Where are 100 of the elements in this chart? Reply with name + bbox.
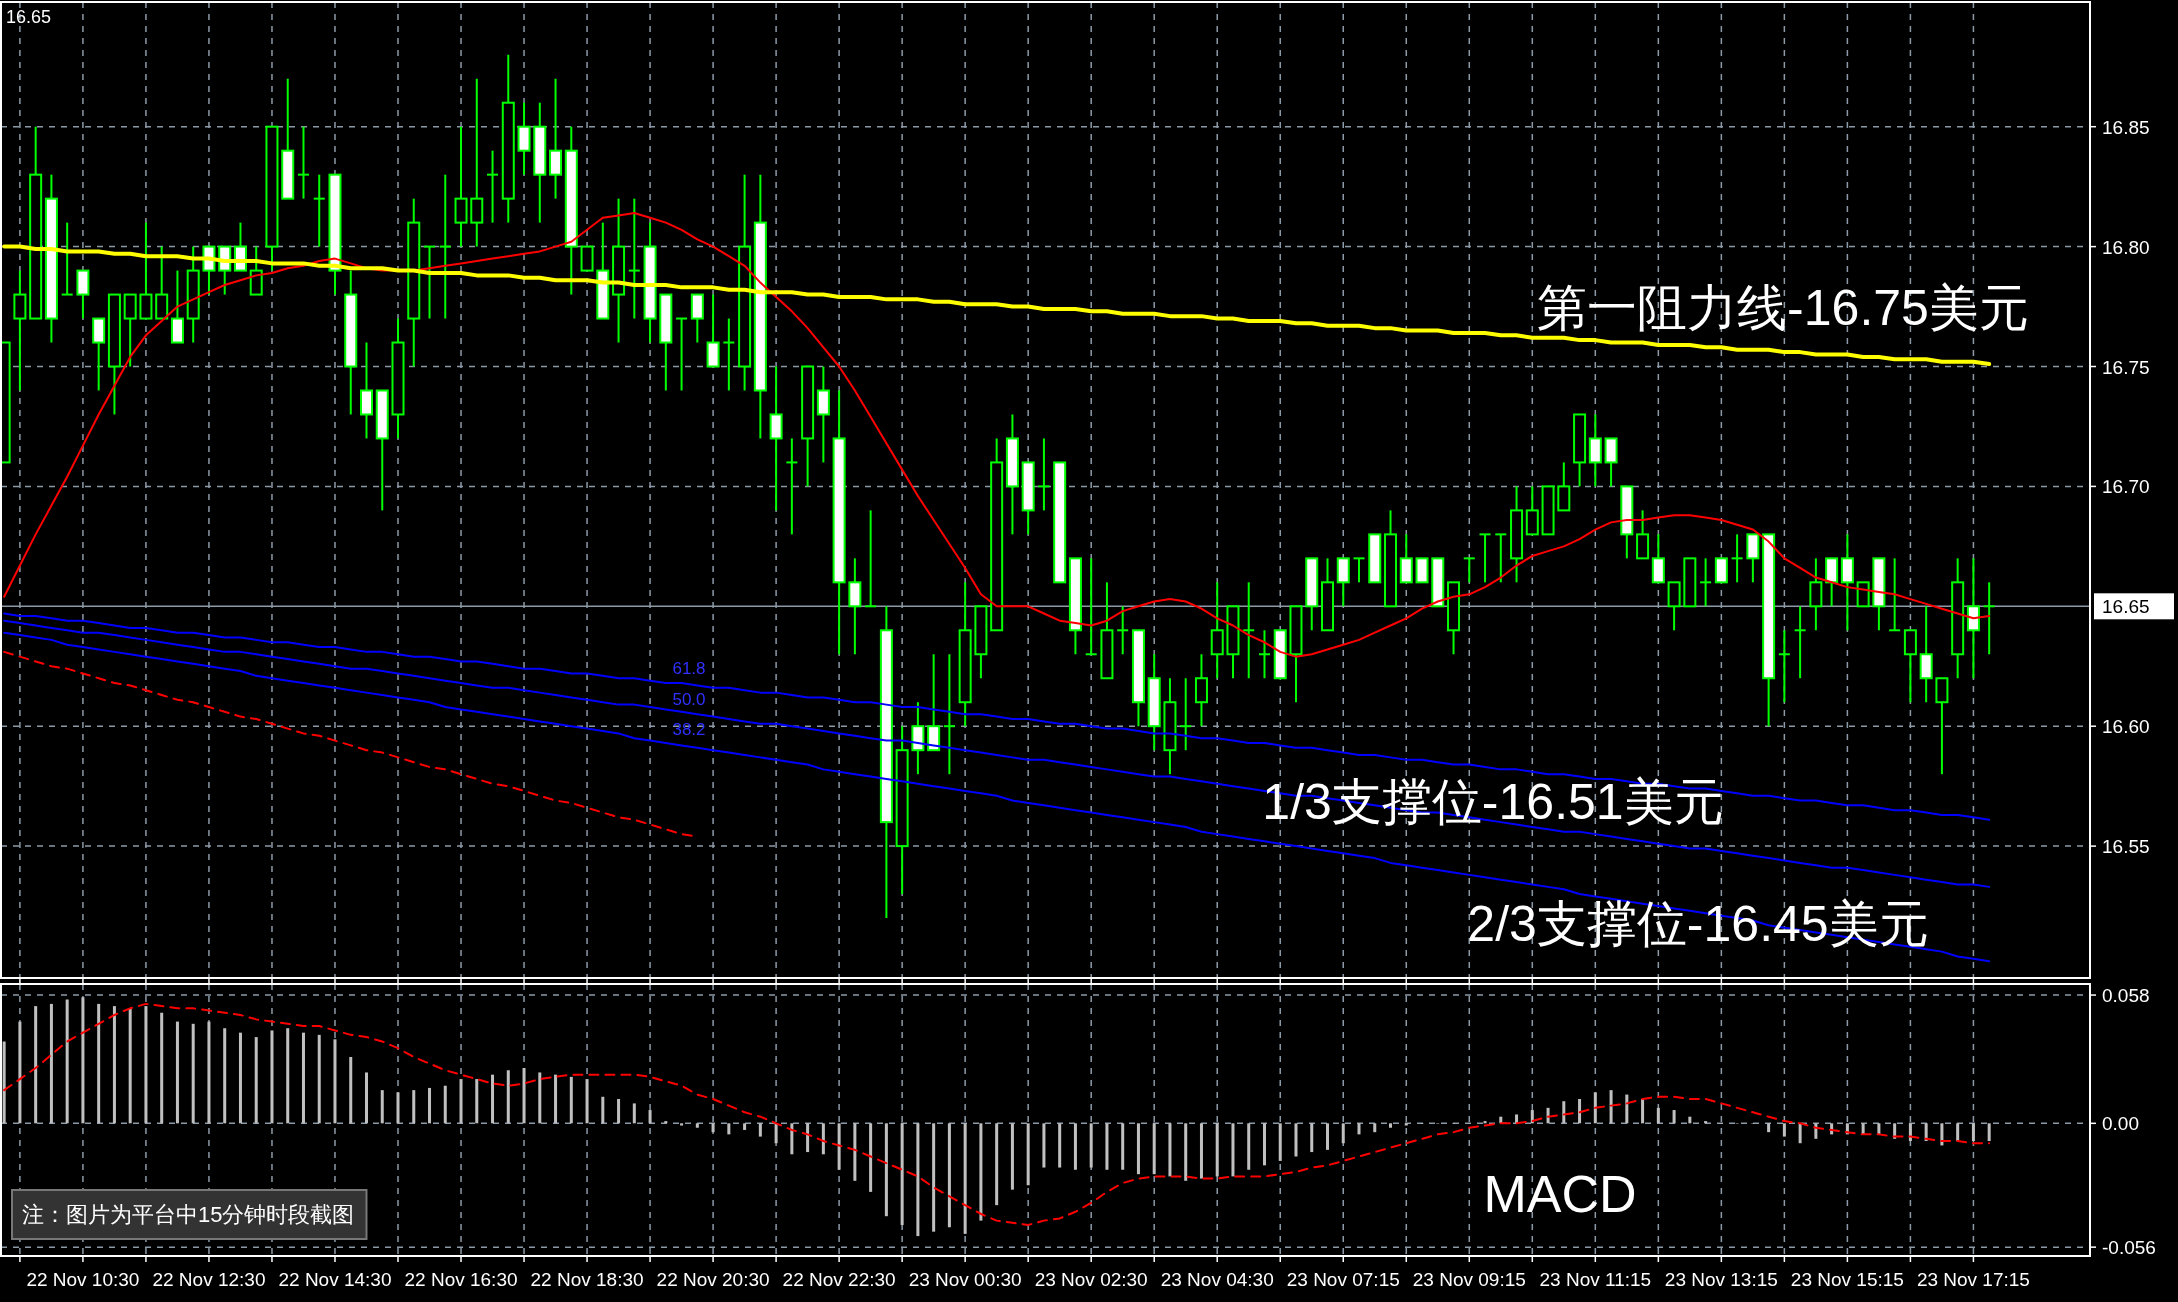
bar xyxy=(459,1079,463,1124)
x-tick-label: 23 Nov 04:30 xyxy=(1160,1269,1274,1290)
bar xyxy=(1562,1101,1566,1124)
x-tick-label: 23 Nov 00:30 xyxy=(908,1269,1022,1290)
bar xyxy=(81,997,85,1124)
candlestick xyxy=(1903,629,1917,704)
bar xyxy=(1956,1123,1960,1142)
bar xyxy=(1357,1123,1361,1135)
candlestick xyxy=(1793,605,1807,680)
bar xyxy=(317,1034,321,1124)
bar xyxy=(1105,1123,1109,1170)
candlestick xyxy=(454,125,468,248)
candlestick xyxy=(1588,413,1602,488)
bar xyxy=(1782,1123,1786,1137)
bar xyxy=(806,1123,810,1153)
y-tick-label: 0.058 xyxy=(2102,985,2150,1007)
candlestick xyxy=(1919,605,1933,704)
candlestick xyxy=(1257,629,1271,680)
bar xyxy=(554,1074,558,1124)
x-tick-label: 22 Nov 14:30 xyxy=(278,1269,392,1290)
bar xyxy=(727,1123,731,1135)
bar xyxy=(916,1123,920,1237)
candlestick xyxy=(1494,533,1508,584)
candlestick xyxy=(1557,461,1571,512)
bar xyxy=(1971,1123,1975,1142)
bar xyxy=(18,1021,22,1124)
candlestick xyxy=(1966,557,1980,680)
bar xyxy=(1199,1123,1203,1179)
candlestick xyxy=(911,701,925,776)
line-series xyxy=(3,631,1991,963)
x-tick-label: 23 Nov 09:15 xyxy=(1412,1269,1526,1290)
bar xyxy=(758,1123,762,1137)
bar xyxy=(853,1123,857,1181)
bar xyxy=(412,1090,416,1124)
bar xyxy=(711,1123,715,1133)
bar xyxy=(1609,1090,1613,1124)
candlestick xyxy=(1604,437,1618,488)
bar xyxy=(1373,1123,1377,1133)
x-tick-label: 23 Nov 11:15 xyxy=(1539,1269,1652,1290)
candlestick xyxy=(942,653,956,776)
candlestick xyxy=(848,557,862,656)
bar xyxy=(790,1123,794,1155)
bar xyxy=(932,1123,936,1232)
bar xyxy=(979,1123,983,1221)
candlestick xyxy=(76,269,90,320)
candlestick xyxy=(1746,533,1760,584)
annotation: 38.2 xyxy=(672,720,706,740)
x-tick-label: 22 Nov 10:30 xyxy=(26,1269,140,1290)
bar xyxy=(333,1039,337,1124)
candlestick xyxy=(627,197,641,320)
bar xyxy=(286,1028,290,1124)
candlestick xyxy=(1699,557,1713,608)
candlestick xyxy=(1730,533,1744,584)
candlestick xyxy=(155,245,169,320)
bar xyxy=(160,1012,164,1124)
bar xyxy=(49,1003,53,1124)
candlestick xyxy=(1982,581,1996,656)
candlestick xyxy=(864,509,878,608)
y-tick-label: 16.80 xyxy=(2102,236,2150,258)
candlestick xyxy=(1037,437,1051,512)
bar xyxy=(128,1008,132,1124)
candlestick xyxy=(1651,533,1665,584)
y-tick-label: 16.55 xyxy=(2102,836,2150,858)
candlestick xyxy=(1667,581,1681,632)
bar xyxy=(1641,1098,1645,1124)
bar xyxy=(301,1032,305,1124)
bar xyxy=(947,1123,951,1228)
bar xyxy=(65,999,69,1124)
annotation: 注：图片为平台中15分钟时段截图 xyxy=(22,1202,355,1227)
bar xyxy=(585,1079,589,1124)
annotation: MACD xyxy=(1483,1164,1637,1223)
bar xyxy=(1515,1114,1519,1124)
candlestick xyxy=(123,293,137,368)
candlestick xyxy=(1935,677,1949,776)
candlestick xyxy=(785,437,799,536)
bar xyxy=(2,1041,6,1124)
y-tick-label: 16.75 xyxy=(2102,356,2150,378)
bar xyxy=(774,1123,778,1144)
bar xyxy=(365,1072,368,1124)
bar xyxy=(428,1087,432,1124)
x-tick-label: 23 Nov 07:15 xyxy=(1286,1269,1400,1290)
candlestick xyxy=(470,77,484,248)
candlestick xyxy=(296,125,310,200)
candlestick xyxy=(312,173,326,248)
x-tick-label: 22 Nov 22:30 xyxy=(782,1269,896,1290)
candlestick xyxy=(360,341,373,440)
annotation: 61.8 xyxy=(672,659,706,679)
bar xyxy=(1168,1123,1172,1177)
candlestick xyxy=(13,269,27,392)
bar xyxy=(443,1085,447,1124)
bar xyxy=(175,1021,179,1124)
candlestick xyxy=(722,317,736,392)
bar xyxy=(1688,1116,1692,1124)
bar xyxy=(837,1123,841,1170)
bar xyxy=(743,1123,747,1130)
bar xyxy=(1656,1107,1660,1124)
candlestick xyxy=(1714,557,1728,584)
candlestick xyxy=(1840,533,1854,632)
bar xyxy=(34,1006,38,1124)
bar xyxy=(1152,1123,1156,1175)
